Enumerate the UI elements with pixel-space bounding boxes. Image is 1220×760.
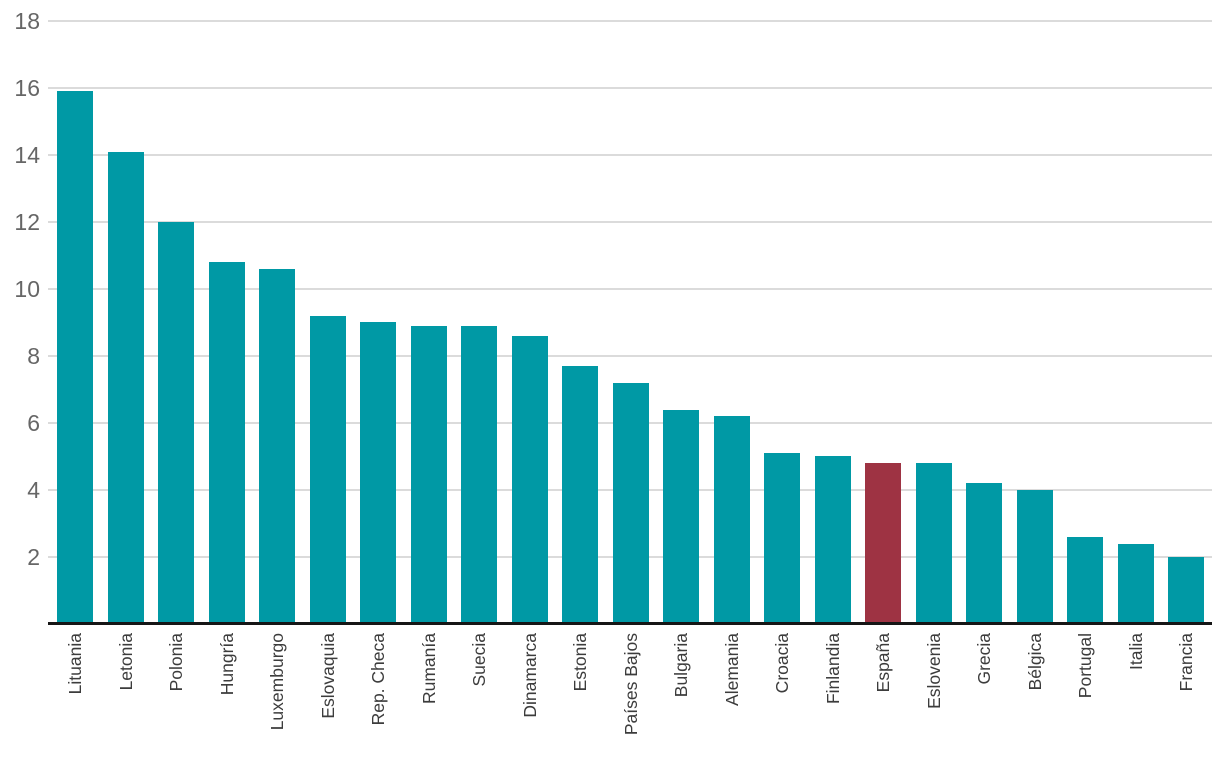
y-tick-label: 6: [27, 410, 40, 436]
x-tick-label-estonia: Estonia: [570, 633, 590, 692]
bar-finlandia: [814, 456, 851, 624]
bar-letonia: [107, 152, 144, 624]
x-tick-slot: Lituania: [57, 633, 93, 694]
bar-rumania: [410, 326, 447, 624]
x-tick-label-alemania: Alemania: [721, 633, 742, 706]
bar-espana: [865, 463, 901, 624]
y-tick-label: 18: [14, 8, 40, 34]
bar-italia: [1117, 544, 1154, 624]
x-tick-slot: España: [865, 633, 901, 692]
x-axis-line: [48, 622, 1212, 625]
x-tick-slot: Alemania: [714, 633, 750, 706]
x-tick-slot: Letonia: [108, 633, 144, 690]
y-tick-label: 10: [14, 276, 40, 302]
bar-paises-bajos: [612, 383, 649, 624]
y-tick-label: 12: [14, 209, 40, 235]
x-tick-slot: Eslovaquia: [310, 633, 346, 719]
x-tick-slot: Rep. Checa: [360, 633, 396, 725]
bar-rep-checa: [360, 322, 396, 624]
x-tick-label-lituania: Lituania: [65, 633, 85, 695]
x-tick-slot: Rumanía: [411, 633, 447, 704]
y-tick-label: 14: [14, 142, 40, 168]
gridline-8: [48, 355, 1212, 357]
x-tick-slot: Suecia: [461, 633, 497, 687]
x-tick-label-hungria: Hungría: [216, 633, 237, 696]
bar-bulgaria: [663, 410, 699, 624]
x-tick-label-espana: España: [873, 633, 893, 693]
bar-luxemburgo: [259, 269, 295, 624]
y-tick-label: 2: [27, 544, 40, 570]
x-tick-slot: Croacia: [764, 633, 800, 693]
x-tick-label-dinamarca: Dinamarca: [519, 633, 540, 718]
bar-dinamarca: [511, 336, 548, 624]
x-tick-label-rumania: Rumanía: [418, 633, 439, 705]
x-tick-slot: Portugal: [1067, 633, 1103, 698]
bar-eslovaquia: [309, 316, 346, 624]
gridline-14: [48, 154, 1212, 156]
x-tick-slot: Polonia: [158, 633, 194, 691]
bar-francia: [1168, 557, 1204, 624]
x-tick-label-luxemburgo: Luxemburgo: [267, 633, 287, 731]
y-tick-label: 8: [27, 343, 40, 369]
x-tick-label-polonia: Polonia: [166, 633, 186, 692]
y-axis: 2 4 6 8 10 12 14 16 18: [0, 0, 42, 624]
x-tick-label-belgica: Bélgica: [1024, 633, 1045, 691]
x-tick-slot: Bulgaria: [663, 633, 699, 697]
bar-portugal: [1067, 537, 1103, 624]
x-tick-label-rep-checa: Rep. Checa: [368, 633, 388, 726]
bar-hungria: [208, 262, 245, 624]
x-tick-slot: Francia: [1168, 633, 1204, 691]
x-tick-slot: Grecia: [966, 633, 1002, 685]
gridline-12: [48, 221, 1212, 223]
x-tick-slot: Finlandia: [815, 633, 851, 704]
x-tick-label-croacia: Croacia: [772, 633, 792, 694]
gridline-16: [48, 87, 1212, 89]
x-tick-label-italia: Italia: [1125, 633, 1146, 670]
bar-estonia: [562, 366, 598, 624]
x-tick-label-portugal: Portugal: [1075, 633, 1095, 699]
bar-eslovenia: [915, 463, 952, 624]
x-tick-label-eslovenia: Eslovenia: [923, 633, 944, 709]
bar-belgica: [1016, 490, 1053, 624]
x-tick-slot: Estonia: [562, 633, 598, 691]
bar-polonia: [158, 222, 194, 624]
bar-croacia: [764, 453, 800, 624]
bar-alemania: [713, 416, 750, 624]
x-tick-label-eslovaquia: Eslovaquia: [317, 633, 338, 719]
gridline-10: [48, 288, 1212, 290]
y-tick-label: 4: [27, 477, 40, 503]
x-tick-slot: Italia: [1118, 633, 1154, 670]
x-axis: Lituania Letonia Polonia Hungría Luxemburgo E…: [57, 633, 1204, 735]
x-tick-slot: Países Bajos: [613, 633, 649, 735]
bar-series: [57, 91, 1204, 624]
x-tick-label-paises-bajos: Países Bajos: [620, 633, 641, 736]
gridline-18: [48, 20, 1212, 22]
x-tick-slot: Eslovenia: [916, 633, 952, 709]
plot-area: [48, 0, 1212, 625]
x-tick-label-francia: Francia: [1176, 633, 1196, 692]
x-tick-slot: Bélgica: [1017, 633, 1053, 690]
x-tick-label-finlandia: Finlandia: [822, 633, 843, 705]
bar-lituania: [57, 91, 93, 624]
x-tick-slot: Hungría: [209, 633, 245, 695]
x-tick-label-letonia: Letonia: [115, 633, 136, 691]
bar-grecia: [966, 483, 1002, 624]
x-tick-label-grecia: Grecia: [974, 633, 994, 685]
x-tick-slot: Luxemburgo: [259, 633, 295, 730]
y-tick-label: 16: [14, 75, 40, 101]
bar-suecia: [461, 326, 497, 624]
x-tick-label-suecia: Suecia: [469, 633, 489, 687]
x-tick-label-bulgaria: Bulgaria: [671, 633, 691, 698]
x-tick-slot: Dinamarca: [512, 633, 548, 718]
